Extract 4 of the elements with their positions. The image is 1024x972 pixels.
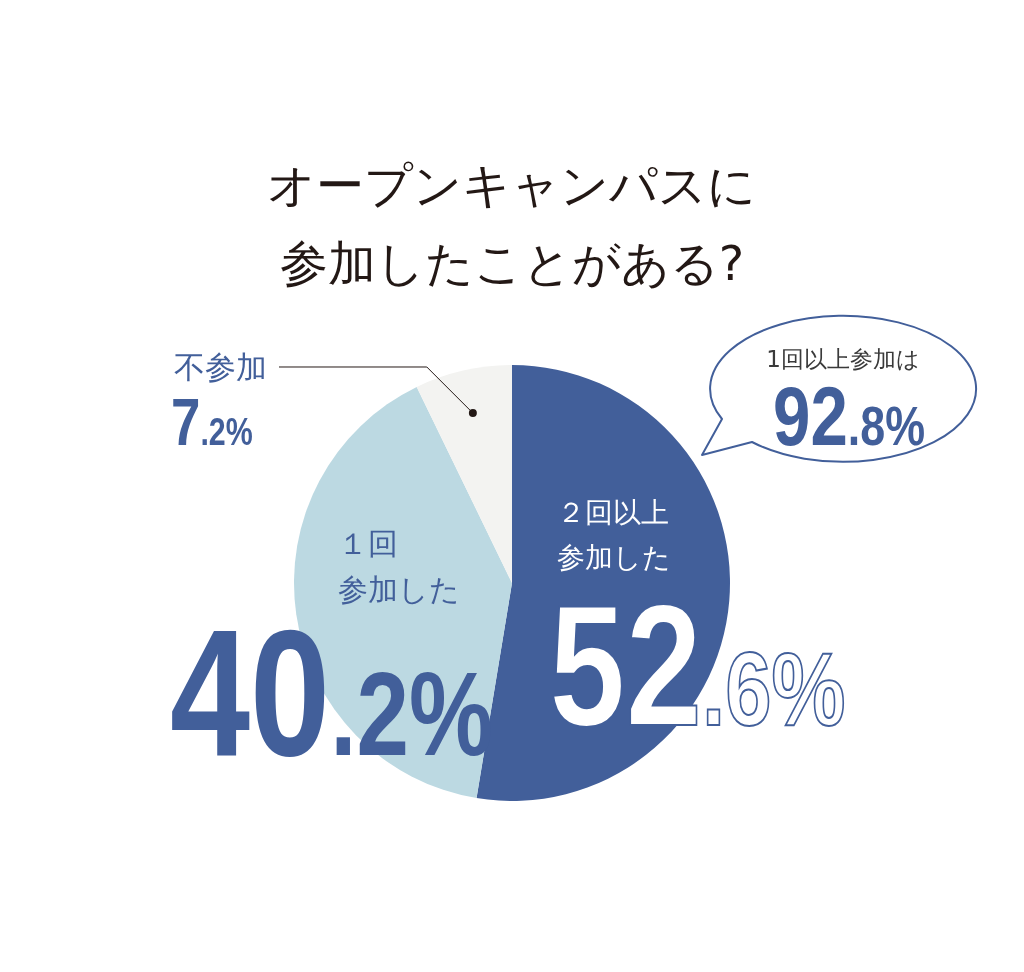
slice-label: １回参加した [338, 525, 460, 609]
data-label: 7.2% [171, 385, 253, 460]
slice-label: 不参加 [174, 348, 267, 387]
chart-title: オープンキャンパスに参加したことがある? [266, 156, 758, 293]
